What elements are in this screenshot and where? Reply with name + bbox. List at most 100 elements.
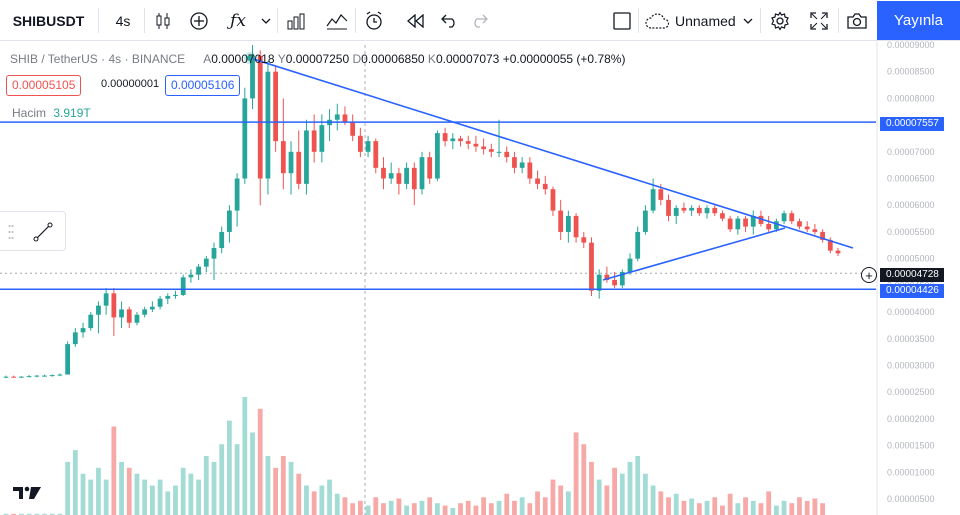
drawings[interactable] [0, 52, 876, 291]
drag-handle[interactable] [8, 224, 14, 240]
undo-button[interactable] [437, 0, 463, 41]
volume-bar [365, 505, 371, 515]
candle-body [735, 218, 741, 230]
redo-button[interactable] [466, 0, 492, 41]
volume-bar [427, 497, 433, 515]
settings-button[interactable] [765, 0, 795, 41]
alert-icon [366, 10, 382, 30]
candle-body [234, 178, 240, 211]
volume-bar [273, 467, 279, 515]
candle-body [720, 213, 725, 219]
volume-bar [689, 498, 695, 515]
volume-bar [565, 491, 571, 515]
trend-line-anchor [247, 55, 253, 61]
volume-bar [111, 426, 117, 515]
volume-bar [550, 479, 556, 515]
fullscreen-button[interactable] [804, 0, 834, 41]
publish-label: Yayınla [894, 12, 943, 29]
replay-button[interactable] [400, 0, 430, 41]
candle-body [604, 274, 610, 281]
chart-type-button[interactable] [148, 0, 178, 41]
volume-bar [643, 473, 648, 515]
candle-body [49, 375, 55, 377]
candle-body [334, 114, 340, 120]
candle-body [357, 135, 363, 152]
candle-body [26, 376, 32, 378]
symbol-search-button[interactable]: SHIBUSDT [0, 0, 97, 41]
candles-icon [156, 12, 170, 29]
volume-bar [496, 500, 502, 515]
alert-button[interactable] [359, 0, 389, 41]
candle-body [488, 149, 494, 152]
snapshot-button[interactable] [842, 0, 872, 41]
candle-body [296, 151, 302, 184]
buy-button[interactable]: 0.00005106 [165, 75, 241, 96]
current-price-label: 0.00004728 [880, 268, 944, 282]
volume-bar [119, 461, 124, 515]
volume-bar [535, 491, 540, 515]
trend-line-tool[interactable] [28, 218, 58, 246]
volume-bar [573, 432, 579, 515]
fx-icon: ƒx [230, 10, 246, 31]
publish-button[interactable]: Yayınla [877, 1, 960, 40]
candle-body [396, 173, 402, 184]
candle-body [404, 167, 409, 184]
volume-legend[interactable]: Hacim 3.919T [12, 106, 91, 120]
volume-bar [743, 497, 748, 515]
indicators-button[interactable]: ƒx [224, 0, 252, 41]
tradingview-logo[interactable] [12, 484, 42, 502]
layout-dropdown[interactable] [741, 0, 755, 41]
candle-body [681, 207, 687, 211]
candle-body [250, 55, 255, 99]
save-layout-button[interactable]: Unnamed [645, 0, 737, 41]
volume-bar [419, 500, 425, 515]
volume-bar [727, 493, 733, 515]
candle-body [273, 71, 279, 142]
volume-bar [180, 467, 186, 515]
volume-bar [704, 500, 710, 515]
candle-body [365, 141, 371, 152]
volume-label: Hacim [12, 106, 47, 120]
cloud-icon [645, 12, 669, 29]
volume-bar [481, 497, 487, 515]
candle-body [550, 189, 556, 211]
compare-button[interactable] [322, 0, 352, 41]
symbol-name: SHIBUSDT [12, 12, 85, 29]
volume-bar [773, 505, 779, 515]
candle-body [311, 130, 317, 152]
volume-bar [250, 432, 255, 515]
candle-body [704, 207, 710, 214]
candle-body [11, 376, 17, 378]
volume-bar [596, 479, 602, 515]
volume-bar [404, 505, 409, 515]
separator [144, 8, 145, 33]
close-label: K [427, 52, 436, 66]
price-tick-label: 0.00005500 [887, 227, 935, 237]
candle-body [804, 226, 810, 230]
volume-bar [527, 503, 533, 515]
price-axis[interactable]: 0.000090000.000085000.000080000.00007500… [876, 41, 935, 515]
add-price-button[interactable]: + [861, 267, 877, 283]
chart-canvas[interactable]: 0.000090000.000085000.000080000.00007500… [0, 41, 960, 515]
candle-body [835, 250, 841, 254]
interval-button[interactable]: 4s [105, 0, 141, 41]
change-value: +0.00000055 (+0.78%) [502, 52, 626, 66]
candle-body [827, 239, 833, 251]
volume-bar [19, 513, 24, 515]
candle-body [589, 242, 594, 291]
candle-body [242, 98, 248, 179]
candle-body [773, 221, 779, 230]
legend-title[interactable]: SHIB / TetherUS · 4s · BINANCE [10, 52, 186, 66]
layout-select-button[interactable] [608, 0, 636, 41]
volume-bar [820, 503, 825, 515]
add-indicator-button[interactable] [184, 0, 214, 41]
indicators-dropdown[interactable] [256, 0, 276, 41]
volume-bar [766, 491, 772, 515]
volume-bar [350, 503, 356, 515]
sell-button[interactable]: 0.00005105 [6, 75, 82, 96]
volume-bar [57, 513, 63, 515]
candle-body [465, 141, 471, 144]
layout-name: Unnamed [675, 12, 736, 29]
volume-bar [65, 461, 71, 515]
templates-button[interactable] [281, 0, 311, 41]
